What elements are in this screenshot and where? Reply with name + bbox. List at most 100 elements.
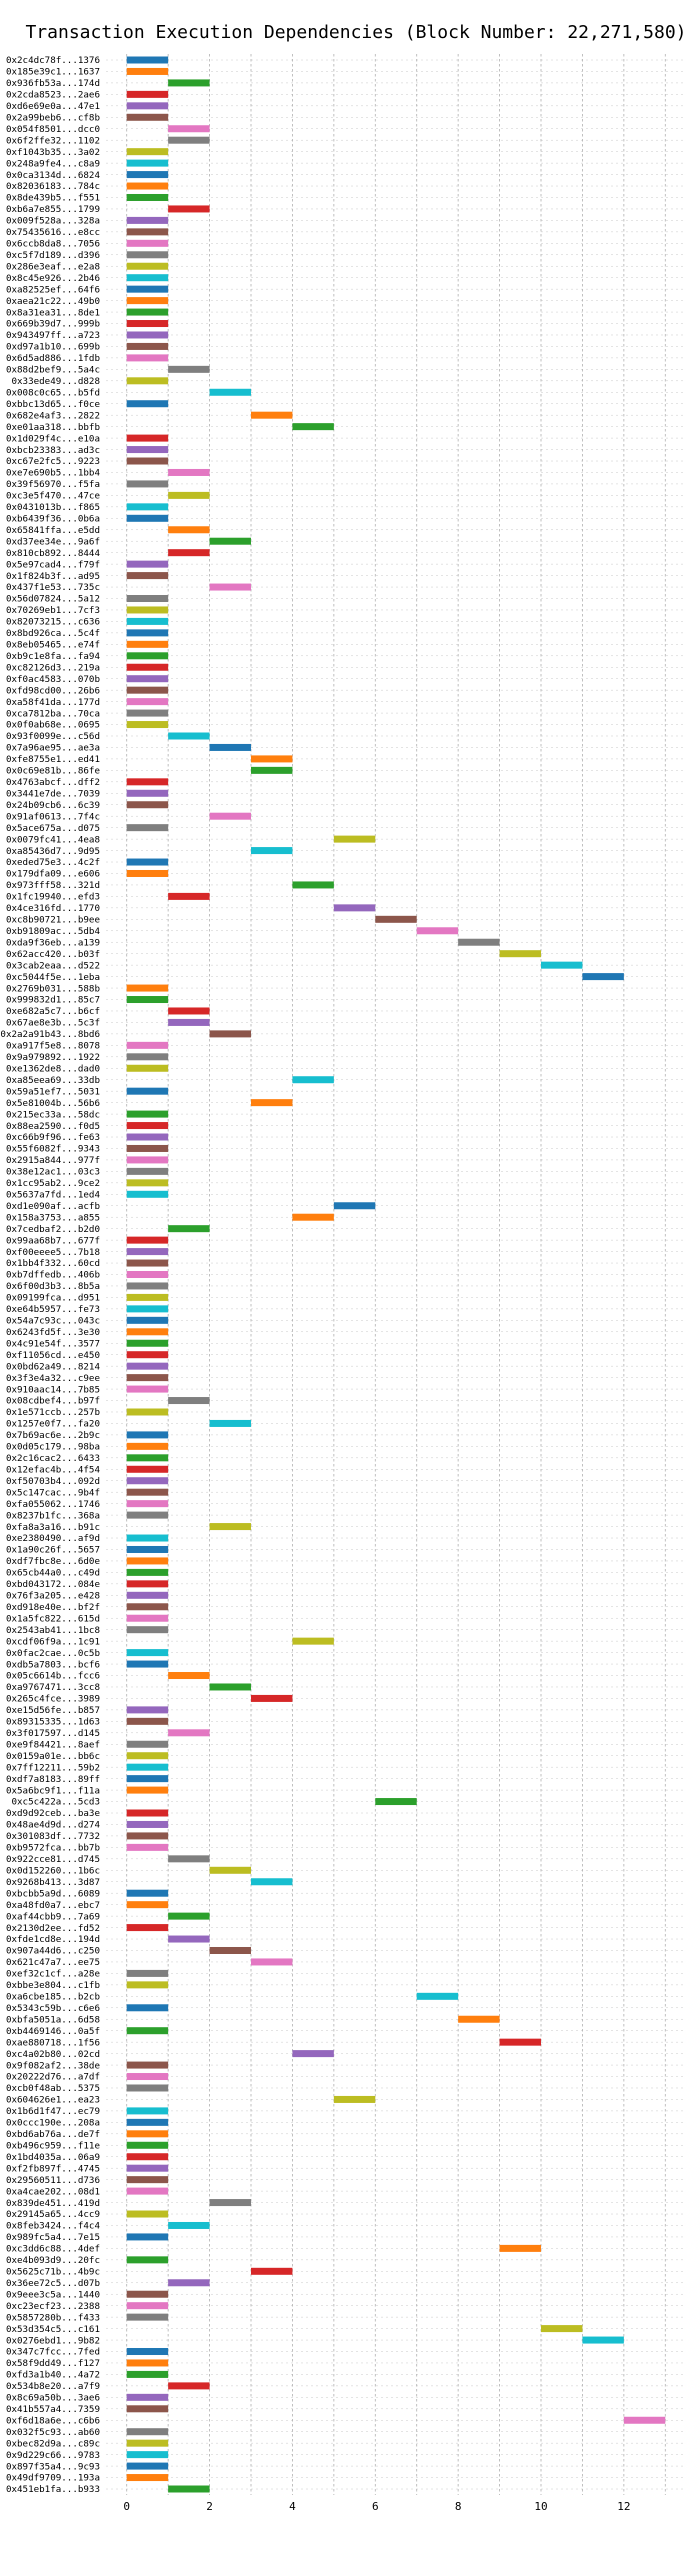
transaction-label: 0x5637a7fd...1ed4 [6, 1189, 101, 1200]
transaction-label: 0x58f9dd49...f127 [6, 2358, 100, 2369]
transaction-bar [126, 1167, 169, 1175]
transaction-label: 0x6d5ad886...1fdb [6, 353, 100, 364]
transaction-label: 0x301083df...7732 [6, 1831, 100, 1842]
transaction-label: 0x5ace675a...d075 [6, 823, 100, 834]
transaction-bar [375, 1798, 417, 1806]
transaction-bar [126, 1591, 169, 1599]
transaction-bar [168, 1007, 210, 1015]
transaction-label: 0x0276ebd1...9b82 [6, 2335, 100, 2346]
transaction-bar [126, 2393, 169, 2401]
transaction-label: 0x8c69a50b...3ae6 [6, 2393, 100, 2404]
transaction-bar [209, 388, 251, 396]
transaction-bar [168, 892, 210, 900]
transaction-bar [126, 377, 169, 385]
transaction-bar [168, 2382, 210, 2390]
transaction-bar [126, 2313, 169, 2321]
transaction-label: 0x286e3eaf...e2a8 [6, 261, 100, 272]
transaction-label: 0xfd98cd00...26b6 [6, 685, 100, 696]
transaction-label: 0xaf44cbb9...7a69 [6, 1911, 100, 1922]
transaction-bar [126, 159, 169, 167]
transaction-label: 0xb4469146...0a5f [6, 2026, 100, 2037]
transaction-bar [126, 2210, 169, 2218]
transaction-label: 0x009f528a...328a [6, 216, 100, 227]
transaction-label: 0x2543ab41...1bc8 [6, 1625, 100, 1636]
transaction-bar [126, 113, 169, 121]
transaction-bar [126, 148, 169, 156]
transaction-bar [126, 331, 169, 339]
transaction-bar [168, 365, 210, 373]
transaction-label: 0x5a6bc9f1...f11a [6, 1785, 100, 1796]
transaction-bar [333, 1202, 376, 1210]
transaction-bar [126, 56, 169, 64]
transaction-label: 0x248a9fe4...c8a9 [6, 158, 100, 169]
transaction-bar [126, 2130, 169, 2138]
transaction-bar [126, 572, 169, 580]
transaction-label: 0xbd6ab76a...de7f [6, 2129, 100, 2140]
transaction-label: 0xfa8a3a16...b91c [6, 1522, 100, 1533]
transaction-bar [126, 1431, 169, 1439]
transaction-bar [126, 480, 169, 488]
transaction-bar [126, 663, 169, 671]
transaction-label: 0x2130d2ee...fd52 [6, 1923, 100, 1934]
transaction-label: 0x33ede49...d828 [11, 376, 100, 387]
transaction-bar [499, 950, 541, 958]
transaction-bar [541, 961, 583, 969]
transaction-bar [126, 2073, 169, 2081]
transaction-bar [126, 457, 169, 465]
transaction-label: 0x7b69ac6e...2b9c [6, 1430, 100, 1441]
transaction-label: 0xdb5a7803...bcf6 [6, 1659, 100, 1670]
transaction-bar [168, 2485, 210, 2493]
transaction-label: 0x1257e0f7...fa20 [6, 1419, 100, 1430]
transaction-label: 0xa58f41da...177d [6, 697, 100, 708]
transaction-label: 0x989fc5a4...7e15 [6, 2232, 100, 2243]
transaction-label: 0x4763abcf...dff2 [6, 777, 100, 788]
transaction-label: 0x2cda8523...2ae6 [6, 90, 100, 101]
transaction-bar [126, 2439, 169, 2447]
transaction-label: 0xa4cae202...08d1 [6, 2186, 100, 2197]
transaction-label: 0x1a90c26f...5657 [6, 1545, 100, 1556]
transaction-label: 0xeded75e3...4c2f [6, 857, 100, 868]
transaction-label: 0x82036183...784c [6, 181, 100, 192]
transaction-bar [168, 205, 210, 213]
transaction-label: 0xef32c1cf...a28e [6, 1969, 100, 1980]
transaction-bar [126, 2233, 169, 2241]
transaction-bar [126, 1179, 169, 1187]
transaction-bar [168, 1912, 210, 1920]
transaction-bar [126, 675, 169, 683]
transaction-bar [126, 640, 169, 648]
transaction-bar [126, 789, 169, 797]
transaction-bar [168, 125, 210, 133]
transaction-label: 0x8de439b5...f551 [6, 193, 100, 204]
transaction-label: 0x0159a01e...bb6c [6, 1751, 100, 1762]
transaction-bar [126, 1144, 169, 1152]
transaction-label: 0x7cedbaf2...b2d0 [6, 1224, 100, 1235]
transaction-bar [126, 1122, 169, 1130]
transaction-label: 0x2a2a91b43...8bd6 [0, 1029, 100, 1040]
transaction-label: 0xa85eea69...33db [6, 1075, 100, 1086]
transaction-label: 0xb7dffedb...406b [6, 1270, 100, 1281]
transaction-label: 0x3441e7de...7039 [6, 788, 100, 799]
transaction-bar [126, 2348, 169, 2356]
transaction-bar [499, 2244, 541, 2252]
transaction-label: 0xd97a1b10...699b [6, 342, 100, 353]
transaction-label: 0x54a7c93c...043c [6, 1316, 100, 1327]
transaction-bar [251, 411, 293, 419]
transaction-label: 0x9268b413...3d87 [6, 1877, 100, 1888]
transaction-bar [126, 1442, 169, 1450]
transaction-bar [126, 1500, 169, 1508]
transaction-bar [126, 1236, 169, 1244]
transaction-label: 0x8feb3424...f4c4 [6, 2221, 101, 2232]
transaction-label: 0x88ea2590...f0d5 [6, 1121, 100, 1132]
transaction-bar [126, 67, 169, 75]
transaction-label: 0xbfa5051a...6d58 [6, 2014, 100, 2025]
transaction-label: 0x36ee72c5...d07b [6, 2278, 100, 2289]
transaction-label: 0x91af0613...7f4c [6, 811, 100, 822]
transaction-label: 0xfe8755e1...ed41 [6, 754, 100, 765]
transaction-bar [126, 2302, 169, 2310]
transaction-bar [168, 526, 210, 534]
transaction-bar [126, 2474, 169, 2482]
x-tick-label: 0 [123, 2500, 130, 2513]
transaction-bar [209, 1946, 251, 1954]
transaction-label: 0xe1362de8...dad0 [6, 1063, 100, 1074]
transaction-bar [126, 1351, 169, 1359]
